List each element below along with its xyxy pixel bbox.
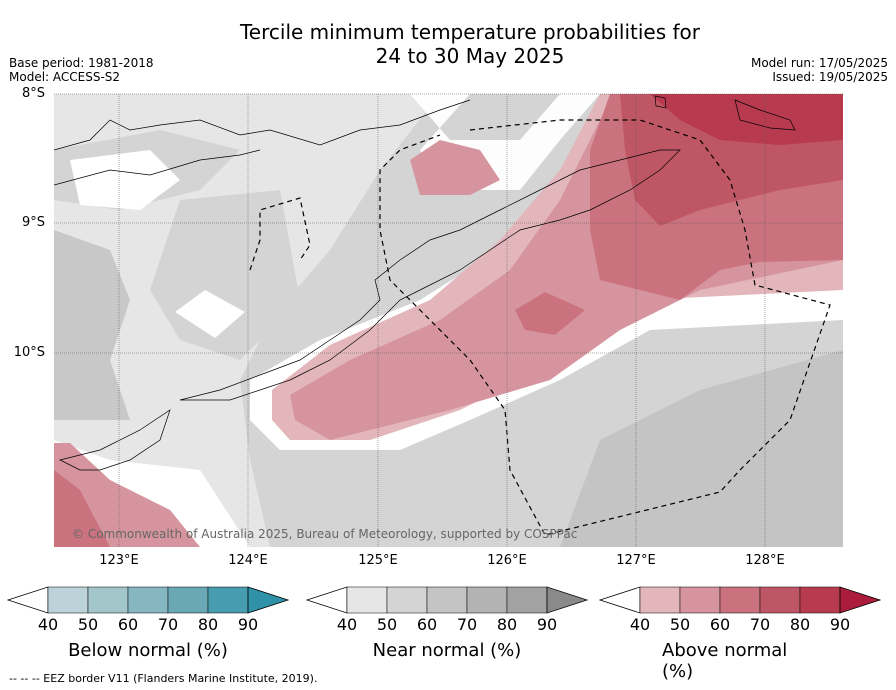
lon-label-126e: 126°E [487,553,527,568]
colorbar-segment [759,586,801,614]
coastline-sumba [58,409,171,471]
colorbar-tick: 40 [336,615,358,634]
lon-label-124e: 124°E [228,553,268,568]
colorbar-low-extend [598,586,641,614]
colorbar-segment [207,586,249,614]
colorbar-tick: 50 [376,615,398,634]
colorbar-tick: 80 [789,615,811,634]
colorbar-tick: 90 [536,615,558,634]
colorbar-tick: 40 [37,615,59,634]
lon-label-128e: 128°E [745,553,785,568]
colorbar-tick: 90 [237,615,259,634]
model-run: Model run: 17/05/2025 [750,56,888,70]
colorbar-low-extend [305,586,348,614]
above-60-patch [515,292,585,335]
map-title: Tercile minimum temperature probabilitie… [0,20,896,68]
colorbar-1 [305,586,589,614]
lon-label-127e: 127°E [616,553,656,568]
white-patch-north [70,150,180,210]
colorbar-tick: 50 [669,615,691,634]
meta-left: Base period: 1981-2018 Model: ACCESS-S2 [9,56,154,84]
copyright-credit: © Commonwealth of Australia 2025, Bureau… [72,527,577,541]
colorbar-tick: 60 [709,615,731,634]
colorbar-tick: 70 [456,615,478,634]
colorbars [6,586,882,614]
gridlines [54,93,843,547]
colorbar-tick: 70 [157,615,179,634]
lat-label-10s: 10°S [13,345,45,360]
lon-label-123e: 123°E [99,553,139,568]
colorbar-segment [466,586,508,614]
above-50-patch-north [410,140,500,195]
colorbar-title: Near normal (%) [372,640,522,661]
colorbar-segment [167,586,209,614]
colorbar-0 [6,586,290,614]
colorbar-segment [719,586,761,614]
near-60-patch-west [54,230,130,420]
lon-label-125e: 125°E [358,553,398,568]
colorbar-title: Above normal (%) [662,640,788,682]
coastline-flores [54,99,471,186]
colorbar-segment [426,586,468,614]
colorbar-segment [679,586,721,614]
title-line-1: Tercile minimum temperature probabilitie… [239,20,701,44]
colorbar-2 [598,586,882,614]
coastline-islands-ne [734,99,796,131]
colorbar-segment [87,586,129,614]
colorbar-tick: 90 [829,615,851,634]
near-60-region-se [560,350,843,547]
colorbar-low-extend [6,586,49,614]
eez-footnote: -- -- -- EEZ border V11 (Flanders Marine… [9,672,318,685]
colorbar-high-extend [839,586,882,614]
colorbar-segment [506,586,548,614]
colorbar-high-extend [247,586,290,614]
white-patch-center [175,290,245,338]
colorbar-tick: 80 [197,615,219,634]
coastline-small-island [654,95,667,109]
base-period: Base period: 1981-2018 [9,56,154,70]
colorbar-title: Below normal (%) [68,640,228,661]
lat-label-8s: 8°S [21,86,45,101]
colorbar-segment [799,586,841,614]
colorbar-high-extend [546,586,589,614]
colorbar-tick: 50 [77,615,99,634]
colorbar-tick: 40 [629,615,651,634]
colorbar-tick: 60 [117,615,139,634]
colorbar-tick: 70 [749,615,771,634]
map-fill [54,94,843,547]
colorbar-segment [127,586,169,614]
meta-right: Model run: 17/05/2025 Issued: 19/05/2025 [751,56,888,84]
model-name: Model: ACCESS-S2 [9,70,121,84]
title-line-2: 24 to 30 May 2025 [375,44,565,68]
issued-date: Issued: 19/05/2025 [772,70,888,84]
coastline-timor [179,149,681,401]
colorbar-segment [346,586,388,614]
colorbar-segment [47,586,89,614]
above-60-sw [54,470,110,547]
colorbar-segment [639,586,681,614]
eez-border-west [249,197,311,271]
colorbar-tick: 80 [496,615,518,634]
above-80-region [650,94,843,145]
lat-label-9s: 9°S [21,215,45,230]
colorbar-tick: 60 [416,615,438,634]
colorbar-segment [386,586,428,614]
